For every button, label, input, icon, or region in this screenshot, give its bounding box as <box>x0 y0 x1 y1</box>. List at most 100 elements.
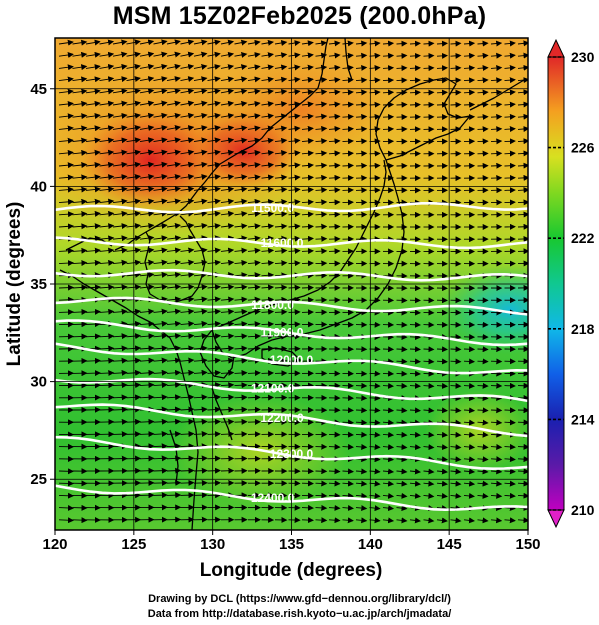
wind-arrow <box>153 222 168 229</box>
wind-arrow <box>490 101 503 108</box>
wind-arrow <box>355 89 368 96</box>
wind-arrow <box>328 517 341 524</box>
wind-arrow <box>153 161 168 168</box>
wind-arrow <box>207 76 221 83</box>
wind-arrow <box>288 137 301 144</box>
wind-arrow <box>180 284 195 291</box>
wind-arrow <box>126 345 142 352</box>
wind-arrow <box>301 211 314 218</box>
wind-arrow <box>288 199 301 206</box>
wind-arrow <box>301 284 314 291</box>
wind-arrow <box>369 101 381 108</box>
wind-arrow <box>247 88 261 95</box>
wind-arrow <box>382 492 395 499</box>
wind-arrow <box>315 113 328 120</box>
wind-arrow <box>477 468 489 475</box>
wind-arrow <box>193 210 208 217</box>
wind-arrow <box>261 296 275 303</box>
wind-arrow <box>490 89 503 96</box>
wind-arrow <box>274 174 288 181</box>
wind-arrow <box>477 480 489 487</box>
wind-arrow <box>180 235 195 242</box>
wind-arrow <box>261 101 274 107</box>
wind-arrow <box>139 76 155 82</box>
wind-arrow <box>126 247 142 254</box>
wind-arrow <box>301 40 314 47</box>
wind-arrow <box>423 492 435 499</box>
wind-arrow <box>234 369 248 376</box>
wind-arrow <box>342 64 354 71</box>
wind-arrow <box>261 88 274 95</box>
x-tick-label: 145 <box>437 536 462 553</box>
wind-arrow <box>436 517 448 524</box>
wind-arrow <box>139 308 155 315</box>
wind-arrow <box>153 284 168 291</box>
wind-arrow <box>409 468 421 475</box>
wind-arrow <box>112 345 128 352</box>
wind-arrow <box>99 174 115 181</box>
wind-arrow <box>261 211 275 218</box>
wind-arrow <box>355 480 368 487</box>
wind-arrow <box>139 88 155 95</box>
wind-arrow <box>166 443 182 450</box>
wind-arrow <box>504 443 516 450</box>
wind-arrow <box>193 63 208 70</box>
wind-arrow <box>301 223 314 230</box>
wind-arrow <box>517 187 528 194</box>
wind-arrow <box>477 101 489 108</box>
wind-arrow <box>517 150 528 157</box>
wind-arrow <box>207 247 221 254</box>
wind-arrow <box>85 149 101 156</box>
wind-arrow <box>450 419 462 426</box>
wind-arrow <box>112 174 128 181</box>
wind-arrow <box>315 150 328 157</box>
wind-arrow <box>99 259 115 266</box>
wind-arrow <box>207 345 221 352</box>
wind-arrow <box>274 101 288 108</box>
wind-arrow <box>180 259 195 266</box>
wind-arrow <box>328 174 341 181</box>
wind-arrow <box>85 186 101 193</box>
wind-arrow <box>166 455 182 462</box>
wind-arrow <box>99 149 115 156</box>
wind-arrow <box>477 517 489 524</box>
wind-arrow <box>112 125 128 132</box>
wind-arrow <box>355 77 368 84</box>
wind-arrow <box>234 272 248 279</box>
wind-arrow <box>234 162 248 168</box>
wind-arrow <box>85 247 101 254</box>
wind-arrow <box>261 382 275 389</box>
wind-arrow <box>166 308 182 315</box>
wind-arrow <box>369 443 381 450</box>
wind-arrow <box>328 162 341 169</box>
wind-arrow <box>517 199 528 206</box>
wind-arrow <box>72 284 88 291</box>
wind-arrow <box>220 161 235 168</box>
wind-arrow <box>139 259 155 266</box>
wind-arrow <box>450 65 462 72</box>
wind-arrow <box>99 186 115 193</box>
wind-arrow <box>409 480 421 487</box>
wind-arrow <box>477 40 489 47</box>
wind-arrow <box>355 505 368 512</box>
wind-arrow <box>450 468 462 475</box>
wind-arrow <box>490 126 503 133</box>
wind-arrow <box>423 346 435 353</box>
wind-arrow <box>423 480 435 487</box>
credits-data-source: Data from http://database.rish.kyoto−u.a… <box>147 608 452 620</box>
wind-arrow <box>517 443 528 450</box>
wind-arrow <box>99 39 115 46</box>
wind-arrow <box>72 211 88 218</box>
wind-arrow <box>58 100 74 107</box>
wind-arrow <box>247 162 261 169</box>
wind-arrow <box>247 174 261 181</box>
wind-arrow <box>220 186 235 193</box>
wind-arrow <box>153 235 168 242</box>
wind-arrow <box>477 89 489 96</box>
wind-arrow <box>355 395 368 402</box>
wind-arrow <box>355 517 368 524</box>
wind-arrow <box>126 431 142 438</box>
wind-arrow <box>207 308 221 315</box>
wind-arrow <box>247 149 261 156</box>
wind-arrow <box>112 210 128 217</box>
